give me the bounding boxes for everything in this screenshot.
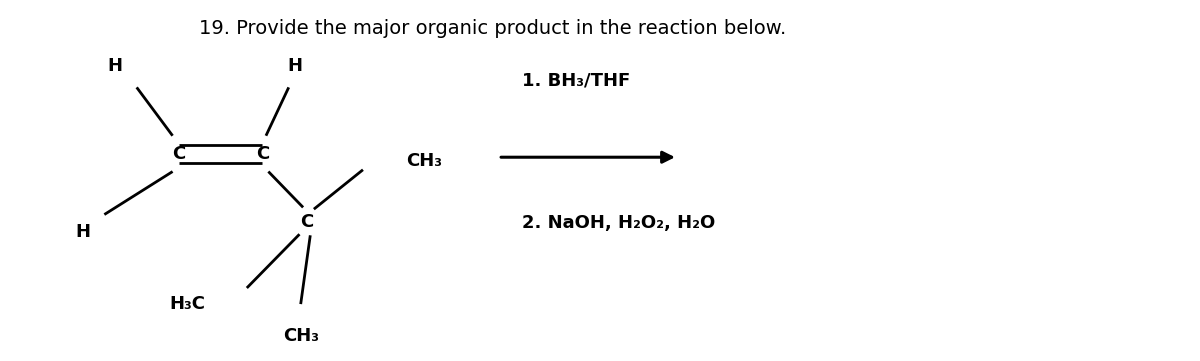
Text: H: H — [108, 57, 122, 75]
Text: 2. NaOH, H₂O₂, H₂O: 2. NaOH, H₂O₂, H₂O — [522, 214, 715, 232]
Text: 1. BH₃/THF: 1. BH₃/THF — [522, 71, 630, 89]
Text: CH₃: CH₃ — [406, 152, 442, 170]
Text: H₃C: H₃C — [169, 295, 205, 313]
Text: C: C — [256, 145, 269, 163]
Text: CH₃: CH₃ — [283, 327, 319, 345]
Text: H: H — [76, 223, 90, 242]
Text: H: H — [287, 57, 302, 75]
Text: 19. Provide the major organic product in the reaction below.: 19. Provide the major organic product in… — [199, 19, 786, 38]
Text: C: C — [300, 213, 313, 231]
Text: C: C — [172, 145, 185, 163]
